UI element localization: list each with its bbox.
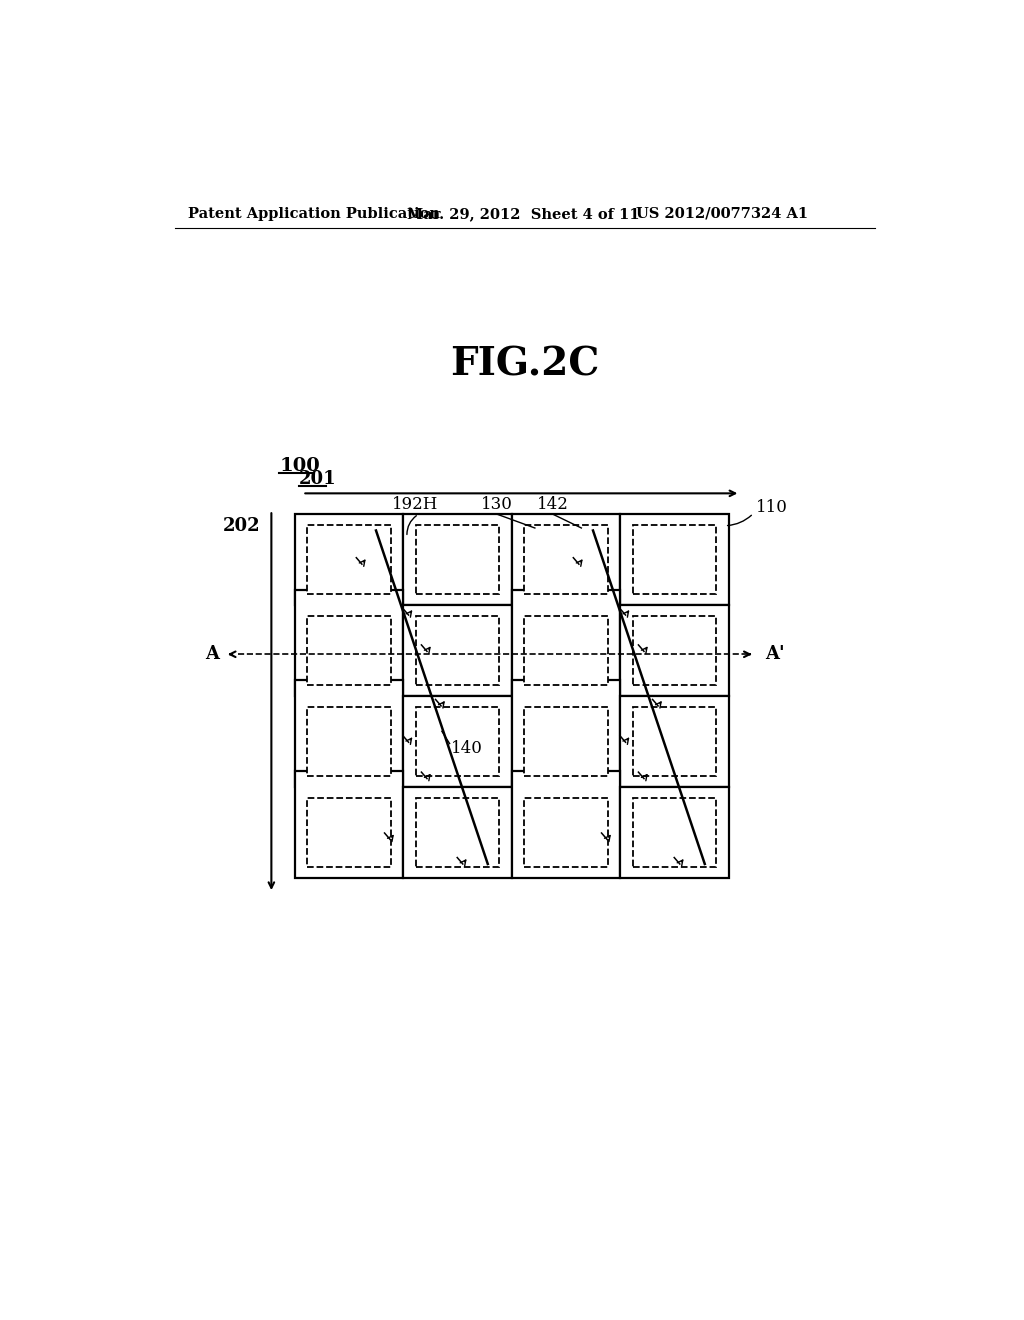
- Text: 192H: 192H: [391, 496, 438, 513]
- Bar: [512, 681, 621, 787]
- Bar: [295, 513, 403, 605]
- Bar: [524, 616, 607, 685]
- Bar: [621, 696, 729, 787]
- Bar: [403, 605, 512, 696]
- Bar: [416, 616, 500, 685]
- Bar: [633, 706, 716, 776]
- Text: US 2012/0077324 A1: US 2012/0077324 A1: [636, 207, 808, 220]
- Bar: [524, 525, 607, 594]
- Bar: [524, 797, 607, 867]
- Bar: [416, 706, 500, 776]
- Bar: [633, 525, 716, 594]
- Bar: [307, 706, 391, 776]
- Text: 202: 202: [223, 516, 260, 535]
- Bar: [307, 797, 391, 867]
- Bar: [621, 605, 729, 696]
- Text: 201: 201: [299, 470, 336, 488]
- Text: 142: 142: [537, 496, 568, 513]
- Text: A': A': [765, 645, 784, 663]
- Text: Mar. 29, 2012  Sheet 4 of 11: Mar. 29, 2012 Sheet 4 of 11: [407, 207, 640, 220]
- Text: Patent Application Publication: Patent Application Publication: [188, 207, 440, 220]
- Bar: [307, 616, 391, 685]
- Bar: [295, 681, 403, 787]
- Bar: [403, 513, 512, 605]
- Bar: [524, 706, 607, 776]
- Text: 100: 100: [280, 458, 319, 475]
- Bar: [633, 797, 716, 867]
- Bar: [307, 525, 391, 594]
- Bar: [633, 616, 716, 685]
- Bar: [403, 696, 512, 787]
- Bar: [295, 771, 403, 878]
- Bar: [512, 771, 621, 878]
- Bar: [512, 513, 621, 605]
- Bar: [295, 590, 403, 696]
- Bar: [621, 513, 729, 605]
- Text: 130: 130: [481, 496, 513, 513]
- Bar: [621, 787, 729, 878]
- Text: A: A: [206, 645, 219, 663]
- Bar: [416, 525, 500, 594]
- Bar: [403, 787, 512, 878]
- Bar: [416, 797, 500, 867]
- Bar: [512, 590, 621, 696]
- Text: 140: 140: [452, 739, 483, 756]
- Text: 110: 110: [756, 499, 787, 516]
- Text: FIG.2C: FIG.2C: [451, 346, 599, 384]
